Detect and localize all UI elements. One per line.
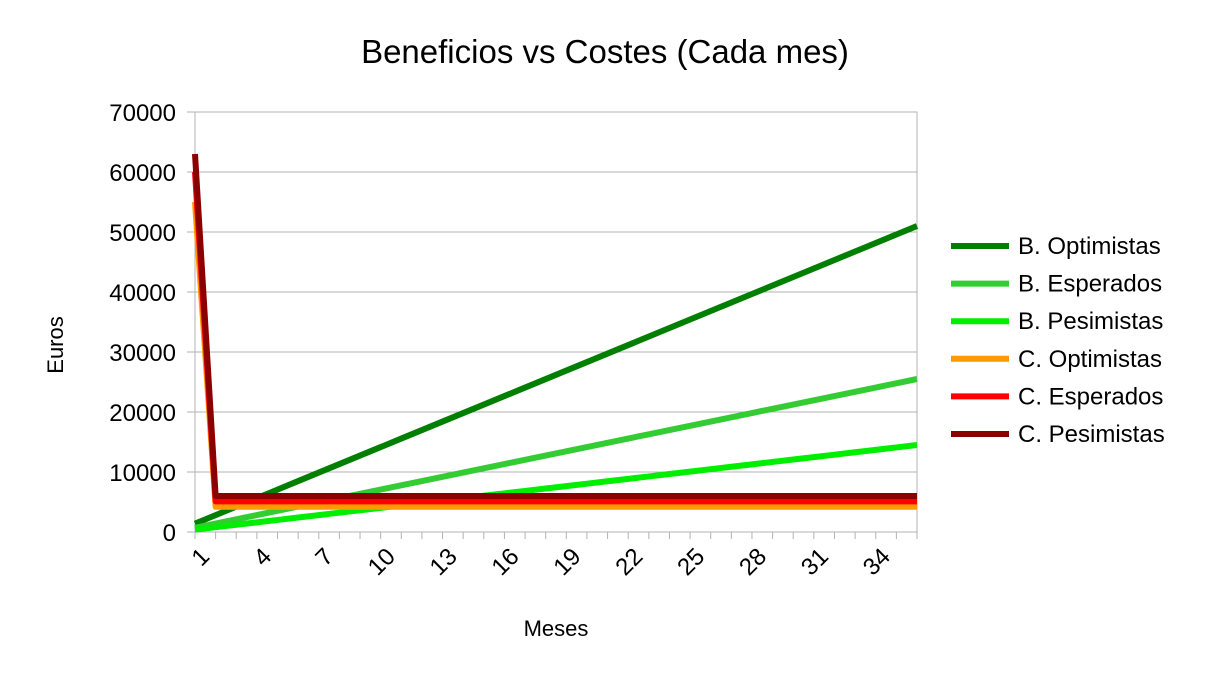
grid-lines	[195, 111, 917, 533]
x-tick-label-group: 13	[425, 543, 463, 581]
x-tick-label-group: 16	[487, 543, 525, 581]
series-line	[192, 171, 917, 505]
x-tick-label-group: 22	[610, 543, 648, 581]
x-tick-label: 16	[487, 543, 525, 581]
x-tick-label: 7	[310, 543, 339, 572]
legend-label: C. Optimistas	[1018, 346, 1162, 373]
y-tick-label: 20000	[109, 400, 176, 427]
y-tick-label: 10000	[109, 460, 176, 487]
x-tick-label: 22	[610, 543, 648, 581]
x-axis-ticks: 1 4 7 10 13 16 19 22 25 28 31 34	[187, 532, 918, 581]
y-axis-title: Euros	[43, 316, 68, 373]
legend-label: B. Esperados	[1018, 271, 1162, 298]
x-tick-label: 10	[363, 543, 401, 581]
y-tick-label: 60000	[109, 160, 176, 187]
legend-label: C. Pesimistas	[1018, 421, 1165, 448]
series-line	[194, 442, 918, 533]
x-tick-label: 1	[187, 543, 216, 572]
x-tick-label: 34	[858, 543, 896, 581]
series-line	[192, 201, 917, 510]
legend: B. Optimistas B. Esperados B. Pesimistas C.…	[951, 233, 1165, 448]
plot-frame	[194, 111, 918, 533]
y-axis-ticks: 0 10000 20000 30000 40000 50000 60000 70000	[109, 100, 195, 547]
y-tick-label: 50000	[109, 220, 176, 247]
y-tick-label: 30000	[109, 340, 176, 367]
x-tick-label: 28	[734, 543, 772, 581]
x-tick-label-group: 25	[672, 543, 710, 581]
legend-label: B. Pesimistas	[1018, 308, 1163, 335]
legend-label: B. Optimistas	[1018, 233, 1161, 260]
x-tick-label-group: 19	[548, 543, 586, 581]
x-tick-label: 19	[548, 543, 586, 581]
x-tick-label-group: 31	[796, 543, 834, 581]
x-tick-label-group: 1	[187, 543, 216, 572]
y-tick-label: 0	[163, 520, 176, 547]
y-tick-label: 70000	[109, 100, 176, 127]
x-axis-title: Meses	[524, 616, 589, 641]
x-tick-label: 25	[672, 543, 710, 581]
x-tick-label-group: 7	[310, 543, 339, 572]
legend-label: C. Esperados	[1018, 383, 1163, 410]
x-tick-label: 13	[425, 543, 463, 581]
x-tick-label-group: 4	[248, 543, 277, 572]
series-line	[192, 153, 917, 499]
series-line	[193, 223, 919, 527]
series-lines	[192, 153, 919, 533]
chart-title: Beneficios vs Costes (Cada mes)	[361, 33, 849, 70]
x-tick-label-group: 28	[734, 543, 772, 581]
y-tick-label: 40000	[109, 280, 176, 307]
x-tick-label: 4	[248, 543, 277, 572]
x-tick-label-group: 34	[858, 543, 896, 581]
x-tick-label-group: 10	[363, 543, 401, 581]
x-tick-label: 31	[796, 543, 834, 581]
